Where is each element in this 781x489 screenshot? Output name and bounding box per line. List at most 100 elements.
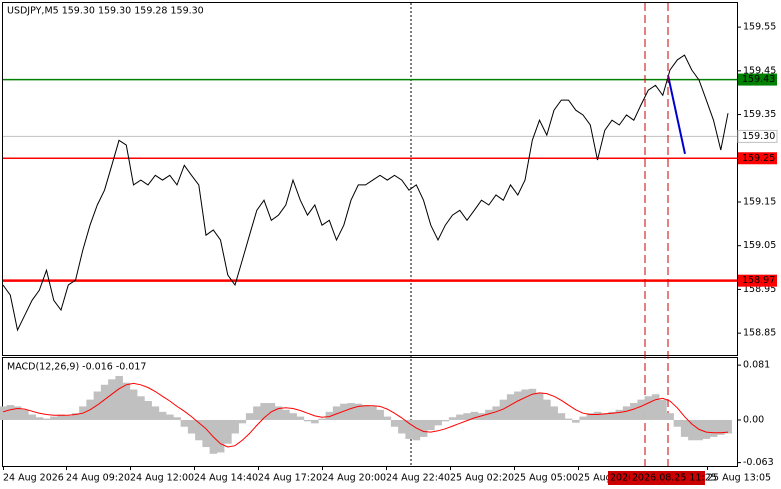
macd-bar <box>688 419 696 441</box>
current-price-box <box>737 129 778 143</box>
trend-line <box>667 74 686 155</box>
price-title: USDJPY,M5 159.30 159.30 159.28 159.30 <box>7 6 204 17</box>
y-tick-label: 159.35 <box>743 109 776 120</box>
macd-bar <box>506 394 515 420</box>
macd-bar <box>717 419 725 435</box>
macd-bar <box>419 419 428 437</box>
macd-bar <box>296 416 305 420</box>
macd-bar <box>724 419 732 434</box>
y-tick-label: 159.55 <box>743 22 776 33</box>
macd-bar <box>35 417 44 420</box>
y-tick-label: 159.05 <box>743 240 776 251</box>
macd-bar <box>369 406 377 420</box>
time-label: 2026 <box>610 473 634 484</box>
macd-bar <box>398 419 406 434</box>
macd-bar <box>231 419 239 434</box>
macd-bar <box>93 391 102 420</box>
y-tick-label: -0.063 <box>743 457 774 468</box>
macd-bar <box>477 413 486 420</box>
macd-bar <box>253 406 261 420</box>
macd-bar <box>637 399 645 420</box>
macd-bar <box>586 413 595 420</box>
macd-bar <box>108 379 116 420</box>
macd-bar <box>202 419 210 448</box>
macd-bar <box>709 419 718 437</box>
macd-bar <box>151 406 160 420</box>
macd-bar <box>289 413 297 420</box>
price-line <box>2 54 729 332</box>
macd-bar <box>702 419 711 439</box>
macd-title: MACD(12,26,9) -0.016 -0.017 <box>7 362 146 373</box>
macd-bar <box>579 416 587 420</box>
macd-bar <box>158 411 167 420</box>
macd-bar <box>57 414 65 420</box>
macd-bar <box>412 419 421 441</box>
macd-bar <box>485 409 493 420</box>
macd-bar <box>543 399 551 420</box>
macd-bar <box>622 406 631 420</box>
macd-bar <box>528 388 537 420</box>
macd-bar <box>492 406 500 420</box>
x-tick-label: 24 Aug 22:40 <box>386 473 450 484</box>
macd-bar <box>470 411 479 420</box>
macd-bar <box>456 414 464 420</box>
macd-bar <box>122 382 131 420</box>
y-tick-label: 159.15 <box>743 196 776 207</box>
level-label: 159.43 <box>742 74 775 85</box>
x-tick-label: 25 Aug 05:00 <box>514 473 578 484</box>
y-tick-label: 158.85 <box>743 328 776 339</box>
current-price-label: 159.30 <box>742 131 775 142</box>
macd-bar <box>434 419 442 426</box>
y-tick-label: 159.45 <box>743 65 776 76</box>
macd-bar <box>644 396 653 420</box>
macd-bar <box>332 406 341 420</box>
level-label-box <box>738 73 777 86</box>
macd-bar <box>695 419 703 441</box>
macd-bar <box>550 406 558 420</box>
x-tick-label: 24 Aug 2026 <box>3 473 64 484</box>
macd-bar <box>390 419 399 427</box>
macd-bar <box>50 416 58 420</box>
macd-bar <box>129 389 138 420</box>
macd-bar <box>173 417 181 420</box>
macd-bar <box>71 413 80 420</box>
macd-bar <box>376 409 384 420</box>
x-tick-label: 25 Aug 13:05 <box>707 473 771 484</box>
macd-bar <box>28 414 36 420</box>
macd-bar <box>659 399 667 420</box>
signal-line <box>2 382 729 448</box>
macd-bar <box>311 419 319 424</box>
macd-bar <box>405 419 413 439</box>
macd-bar <box>216 419 225 453</box>
y-tick-label: 0.00 <box>743 414 764 425</box>
macd-bar <box>354 403 363 420</box>
macd-bar <box>42 418 51 420</box>
macd-bar <box>195 419 203 441</box>
macd-bar <box>557 413 566 420</box>
level-label-box <box>738 274 777 287</box>
macd-bar <box>318 418 326 420</box>
macd-bar <box>463 413 471 420</box>
macd-bar <box>303 419 312 422</box>
macd-bar <box>521 389 529 420</box>
x-tick-label: 25 Aug 02:20 <box>450 473 514 484</box>
macd-bar <box>238 419 247 424</box>
macd-bar <box>535 392 544 420</box>
macd-bar <box>340 403 348 420</box>
macd-bar <box>441 419 450 422</box>
y-tick-label: 0.081 <box>743 360 770 371</box>
macd-bar <box>166 414 174 420</box>
macd-bar <box>448 417 457 420</box>
macd-bar <box>100 384 109 420</box>
macd-bar <box>137 396 145 420</box>
macd-bar <box>282 409 290 420</box>
macd-bar <box>224 419 232 444</box>
macd-bar <box>593 411 602 420</box>
macd-bar <box>115 375 123 420</box>
macd-bar <box>615 409 624 420</box>
macd-bar <box>144 401 152 420</box>
x-tick-label: 25 Aug <box>578 473 612 484</box>
level-label: 159.25 <box>742 153 775 164</box>
x-tick-label: 24 Aug 14:40 <box>194 473 258 484</box>
